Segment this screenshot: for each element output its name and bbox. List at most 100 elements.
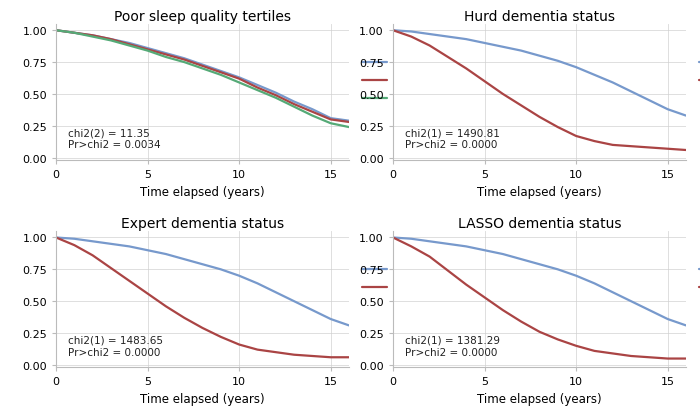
Yes bbox=[444, 268, 452, 273]
T1 bbox=[326, 116, 335, 121]
No bbox=[590, 73, 598, 78]
Line: T1: T1 bbox=[56, 31, 349, 121]
No bbox=[52, 235, 60, 240]
Yes bbox=[198, 326, 206, 331]
T3 bbox=[216, 73, 225, 78]
No bbox=[235, 273, 244, 278]
Line: Yes: Yes bbox=[56, 238, 349, 357]
No bbox=[180, 257, 188, 262]
Yes bbox=[498, 92, 507, 97]
X-axis label: Time elapsed (years): Time elapsed (years) bbox=[140, 185, 265, 198]
Yes bbox=[572, 344, 580, 349]
No bbox=[88, 239, 97, 244]
No bbox=[426, 239, 434, 244]
Text: chi2(1) = 1381.29
Pr>chi2 = 0.0000: chi2(1) = 1381.29 Pr>chi2 = 0.0000 bbox=[405, 335, 500, 357]
T3 bbox=[52, 28, 60, 33]
Yes bbox=[345, 355, 354, 360]
Yes bbox=[444, 55, 452, 60]
No bbox=[645, 99, 654, 104]
T2 bbox=[180, 58, 188, 63]
Yes bbox=[536, 115, 544, 120]
T2 bbox=[106, 38, 115, 43]
No bbox=[198, 262, 206, 267]
Yes bbox=[682, 356, 690, 361]
T1 bbox=[52, 28, 60, 33]
X-axis label: Time elapsed (years): Time elapsed (years) bbox=[477, 185, 602, 198]
X-axis label: Time elapsed (years): Time elapsed (years) bbox=[477, 392, 602, 405]
Yes bbox=[682, 148, 690, 153]
T1 bbox=[198, 63, 206, 68]
No bbox=[664, 107, 672, 112]
No bbox=[272, 290, 280, 295]
No bbox=[627, 90, 636, 95]
T3 bbox=[308, 114, 316, 119]
T1 bbox=[180, 57, 188, 62]
T1 bbox=[253, 83, 262, 88]
No bbox=[144, 248, 152, 253]
No bbox=[498, 252, 507, 257]
Text: chi2(1) = 1483.65
Pr>chi2 = 0.0000: chi2(1) = 1483.65 Pr>chi2 = 0.0000 bbox=[68, 335, 162, 357]
Yes bbox=[498, 308, 507, 313]
No bbox=[498, 45, 507, 50]
T3 bbox=[144, 49, 152, 54]
Yes bbox=[627, 145, 636, 150]
No bbox=[162, 252, 170, 257]
T1 bbox=[345, 119, 354, 124]
Yes bbox=[480, 295, 489, 300]
T3 bbox=[290, 105, 298, 110]
T1 bbox=[70, 31, 78, 36]
No bbox=[308, 308, 316, 313]
Yes bbox=[235, 342, 244, 347]
No bbox=[480, 41, 489, 46]
Title: Hurd dementia status: Hurd dementia status bbox=[464, 9, 615, 24]
T2 bbox=[272, 93, 280, 98]
Yes bbox=[253, 347, 262, 352]
Yes bbox=[572, 134, 580, 139]
Yes bbox=[664, 356, 672, 361]
Text: chi2(1) = 1490.81
Pr>chi2 = 0.0000: chi2(1) = 1490.81 Pr>chi2 = 0.0000 bbox=[405, 128, 500, 150]
No bbox=[480, 248, 489, 253]
Yes bbox=[554, 125, 562, 130]
T1 bbox=[106, 38, 115, 43]
T2 bbox=[235, 77, 244, 82]
T3 bbox=[272, 96, 280, 101]
Yes bbox=[272, 350, 280, 355]
Legend: No, Yes: No, Yes bbox=[698, 262, 700, 296]
No bbox=[125, 244, 134, 249]
No bbox=[572, 273, 580, 278]
Yes bbox=[480, 80, 489, 85]
Yes bbox=[608, 351, 617, 356]
Yes bbox=[664, 147, 672, 152]
No bbox=[444, 242, 452, 247]
Yes bbox=[462, 282, 470, 287]
T3 bbox=[253, 88, 262, 93]
Legend: No, Yes: No, Yes bbox=[698, 55, 700, 89]
Text: chi2(2) = 11.35
Pr>chi2 = 0.0034: chi2(2) = 11.35 Pr>chi2 = 0.0034 bbox=[68, 128, 160, 150]
Yes bbox=[52, 235, 60, 240]
T1 bbox=[162, 52, 170, 57]
T3 bbox=[198, 67, 206, 72]
Line: Yes: Yes bbox=[393, 238, 686, 358]
Yes bbox=[462, 67, 470, 72]
T3 bbox=[106, 39, 115, 44]
Yes bbox=[645, 146, 654, 151]
No bbox=[554, 267, 562, 272]
Title: LASSO dementia status: LASSO dementia status bbox=[458, 216, 621, 230]
No bbox=[426, 33, 434, 38]
No bbox=[345, 323, 354, 328]
No bbox=[326, 317, 335, 322]
T3 bbox=[88, 35, 97, 40]
T3 bbox=[345, 125, 354, 130]
Yes bbox=[326, 355, 335, 360]
No bbox=[682, 323, 690, 328]
Yes bbox=[590, 349, 598, 354]
Line: No: No bbox=[393, 238, 686, 325]
No bbox=[216, 267, 225, 272]
Yes bbox=[608, 143, 617, 148]
Yes bbox=[70, 243, 78, 248]
No bbox=[554, 59, 562, 64]
No bbox=[517, 49, 526, 54]
No bbox=[627, 299, 636, 304]
Yes bbox=[216, 335, 225, 339]
No bbox=[608, 81, 617, 86]
